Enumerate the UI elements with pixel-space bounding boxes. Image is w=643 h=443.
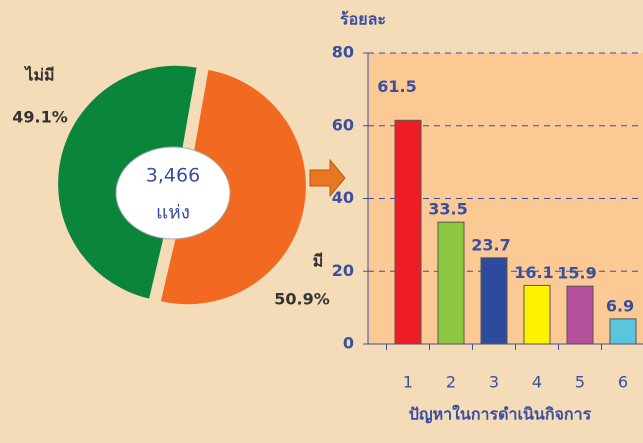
x-tick-label: 1 <box>403 373 413 392</box>
center-text: 3,466 <box>146 165 200 187</box>
bar <box>523 284 551 345</box>
slice-label: ไม่มี <box>23 66 54 85</box>
bar <box>566 285 594 345</box>
center-text: แห่ง <box>156 202 190 224</box>
y-axis-title: ร้อยละ <box>340 10 386 29</box>
slice-value-label: 50.9% <box>274 290 330 309</box>
x-tick-label: 4 <box>532 373 542 392</box>
pie-slice <box>160 70 306 305</box>
y-tick-label: 40 <box>332 188 354 207</box>
y-tick-label: 0 <box>343 334 354 353</box>
y-tick-label: 80 <box>332 43 354 62</box>
value-label: 23.7 <box>471 235 510 254</box>
bar <box>437 221 465 345</box>
x-axis-title: ปัญหาในการดำเนินกิจการ <box>409 405 592 425</box>
x-tick-label: 2 <box>446 373 456 392</box>
value-label: 6.9 <box>606 296 634 315</box>
bar <box>609 318 637 345</box>
value-label: 33.5 <box>428 200 467 219</box>
center-hole <box>115 146 231 240</box>
y-tick-label: 60 <box>332 115 354 134</box>
x-tick-label: 5 <box>575 373 585 392</box>
x-tick-label: 3 <box>489 373 499 392</box>
bar <box>394 119 422 345</box>
slice-value-label: 49.1% <box>12 108 68 127</box>
arrow <box>309 158 346 198</box>
value-label: 16.1 <box>514 263 553 282</box>
value-label: 15.9 <box>557 264 596 283</box>
value-label: 61.5 <box>377 77 416 96</box>
bar <box>480 257 508 345</box>
slice-label: มี <box>313 252 324 271</box>
y-tick-label: 20 <box>332 261 354 280</box>
x-tick-label: 6 <box>618 373 628 392</box>
